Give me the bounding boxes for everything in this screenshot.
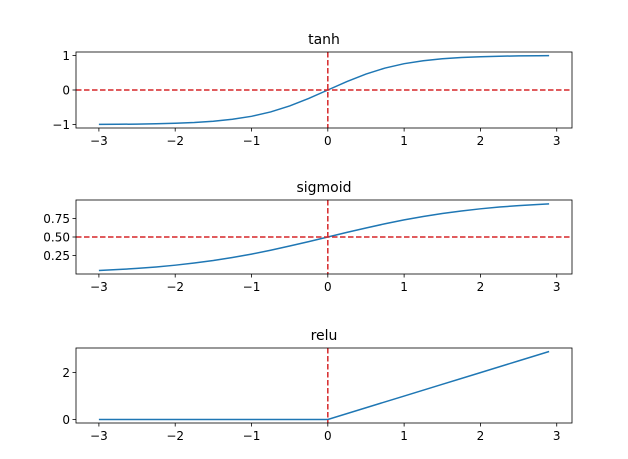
series-line-relu <box>98 350 550 421</box>
subplot-title: relu <box>311 328 338 344</box>
x-tick-label: 2 <box>477 280 485 294</box>
y-tick-label: 0 <box>62 413 70 427</box>
y-tick-label: 1 <box>62 49 70 63</box>
x-tick-label: −1 <box>243 280 261 294</box>
x-tick-label: 0 <box>324 280 332 294</box>
x-tick-label: 1 <box>400 134 408 148</box>
y-tick-label: 0.75 <box>43 212 70 226</box>
subplot-tanh: tanh −3 −2 −1 0 1 2 3 −1 0 1 <box>52 32 573 148</box>
x-tick-label: 0 <box>324 429 332 443</box>
x-tick-label: 2 <box>477 429 485 443</box>
y-tick-label: 0.25 <box>43 249 70 263</box>
x-tick-label: −2 <box>166 280 184 294</box>
x-tick-label: −3 <box>90 429 108 443</box>
subplot-title: sigmoid <box>296 180 351 196</box>
x-tick-label: −1 <box>243 134 261 148</box>
y-tick-label: 0.50 <box>43 231 70 245</box>
subplot-title: tanh <box>308 32 340 48</box>
x-tick-label: 1 <box>400 280 408 294</box>
x-tick-label: 2 <box>477 134 485 148</box>
y-tick-label: −1 <box>52 118 70 132</box>
x-tick-label: −2 <box>166 429 184 443</box>
x-tick-label: 3 <box>553 134 561 148</box>
x-tick-label: 1 <box>400 429 408 443</box>
x-tick-label: −3 <box>90 134 108 148</box>
subplot-sigmoid: sigmoid −3 −2 −1 0 1 2 3 0.25 0.50 0.75 <box>43 180 573 294</box>
x-tick-label: −1 <box>243 429 261 443</box>
y-tick-label: 2 <box>62 366 70 380</box>
x-tick-label: 3 <box>553 280 561 294</box>
x-tick-label: −3 <box>90 280 108 294</box>
x-tick-label: 3 <box>553 429 561 443</box>
y-tick-label: 0 <box>62 84 70 98</box>
subplot-relu: relu −3 −2 −1 0 1 2 3 0 2 <box>62 328 573 443</box>
x-tick-label: 0 <box>324 134 332 148</box>
axes-frame <box>75 347 573 424</box>
x-tick-label: −2 <box>166 134 184 148</box>
